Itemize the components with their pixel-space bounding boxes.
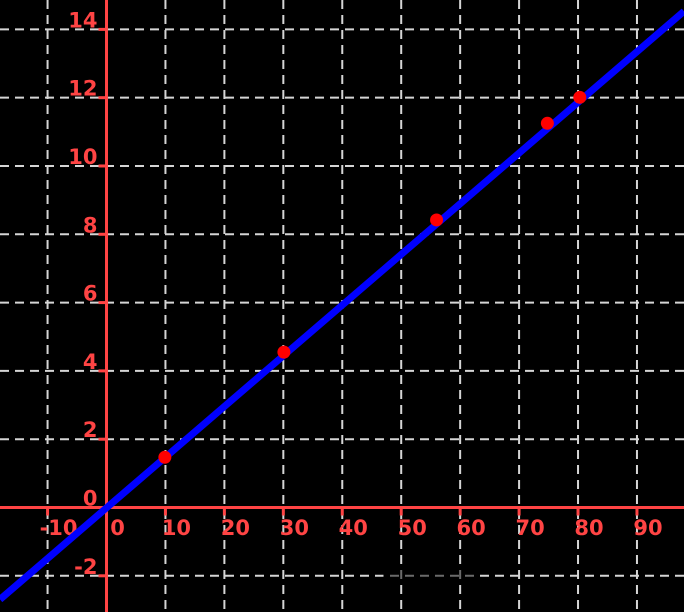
x-tick-label-30: 30 <box>280 516 309 540</box>
x-tick-label-70: 70 <box>515 516 544 540</box>
y-tick-label-8: 8 <box>83 213 98 237</box>
y-tick-label-4: 4 <box>83 350 98 374</box>
y-tick-label-2: 2 <box>83 418 98 442</box>
y-tick-label-12: 12 <box>68 77 97 101</box>
y-tick-label-6: 6 <box>83 282 98 306</box>
data-point-0 <box>158 450 172 464</box>
x-tick-label-10: 10 <box>162 516 191 540</box>
x-tick-label-90: 90 <box>633 516 662 540</box>
data-point-3 <box>540 116 554 130</box>
data-point-2 <box>430 213 444 227</box>
x-tick-label-20: 20 <box>221 516 250 540</box>
x-tick-label-0: 0 <box>110 516 125 540</box>
y-tick-label-10: 10 <box>68 145 97 169</box>
fit-line <box>0 8 684 603</box>
data-point-1 <box>277 345 291 359</box>
watermark-smudge <box>383 570 478 583</box>
x-tick-label-50: 50 <box>398 516 427 540</box>
x-tick-label-40: 40 <box>339 516 368 540</box>
y-tick-label-0: 0 <box>83 486 98 510</box>
x-tick-label-60: 60 <box>457 516 486 540</box>
data-point-4 <box>573 90 587 104</box>
y-tick-label-14: 14 <box>68 8 97 32</box>
x-tick-label-80: 80 <box>574 516 603 540</box>
y-tick-label--2: -2 <box>74 555 97 579</box>
